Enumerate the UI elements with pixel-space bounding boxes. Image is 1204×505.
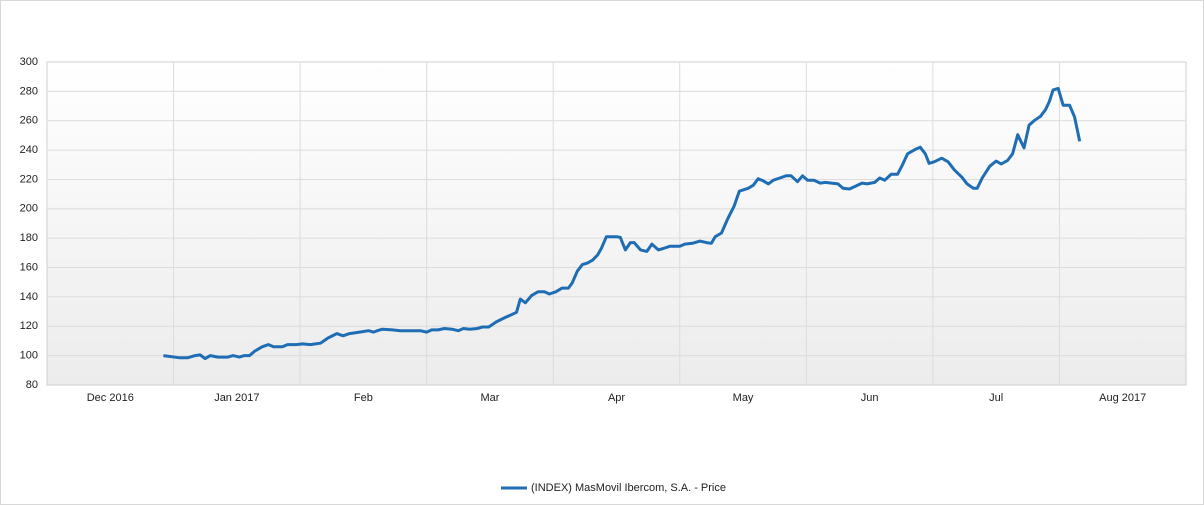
x-tick-label: Jul [989,392,1003,404]
plot-area [46,61,1187,386]
x-tick-label: Aug 2017 [1099,392,1146,404]
x-tick-label: Feb [354,392,373,404]
price-line [163,86,1082,361]
y-tick-label: 160 [20,261,38,273]
y-tick-label: 260 [20,115,38,127]
legend-label: (INDEX) MasMovil Ibercom, S.A. - Price [531,482,726,494]
y-tick-label: 120 [20,320,38,332]
y-tick-label: 100 [20,350,38,362]
y-tick-label: 140 [20,291,38,303]
x-tick-label: Dec 2016 [87,392,134,404]
y-tick-label: 220 [20,173,38,185]
y-tick-label: 200 [20,203,38,215]
x-tick-label: May [733,392,754,404]
y-tick-label: 180 [20,232,38,244]
x-tick-label: Jan 2017 [214,392,259,404]
y-tick-label: 280 [20,85,38,97]
x-tick-label: Jun [861,392,879,404]
y-tick-label: 80 [26,379,38,391]
x-tick-label: Apr [608,392,625,404]
x-tick-label: Mar [480,392,499,404]
y-tick-label: 240 [20,144,38,156]
y-tick-label: 300 [20,56,38,68]
